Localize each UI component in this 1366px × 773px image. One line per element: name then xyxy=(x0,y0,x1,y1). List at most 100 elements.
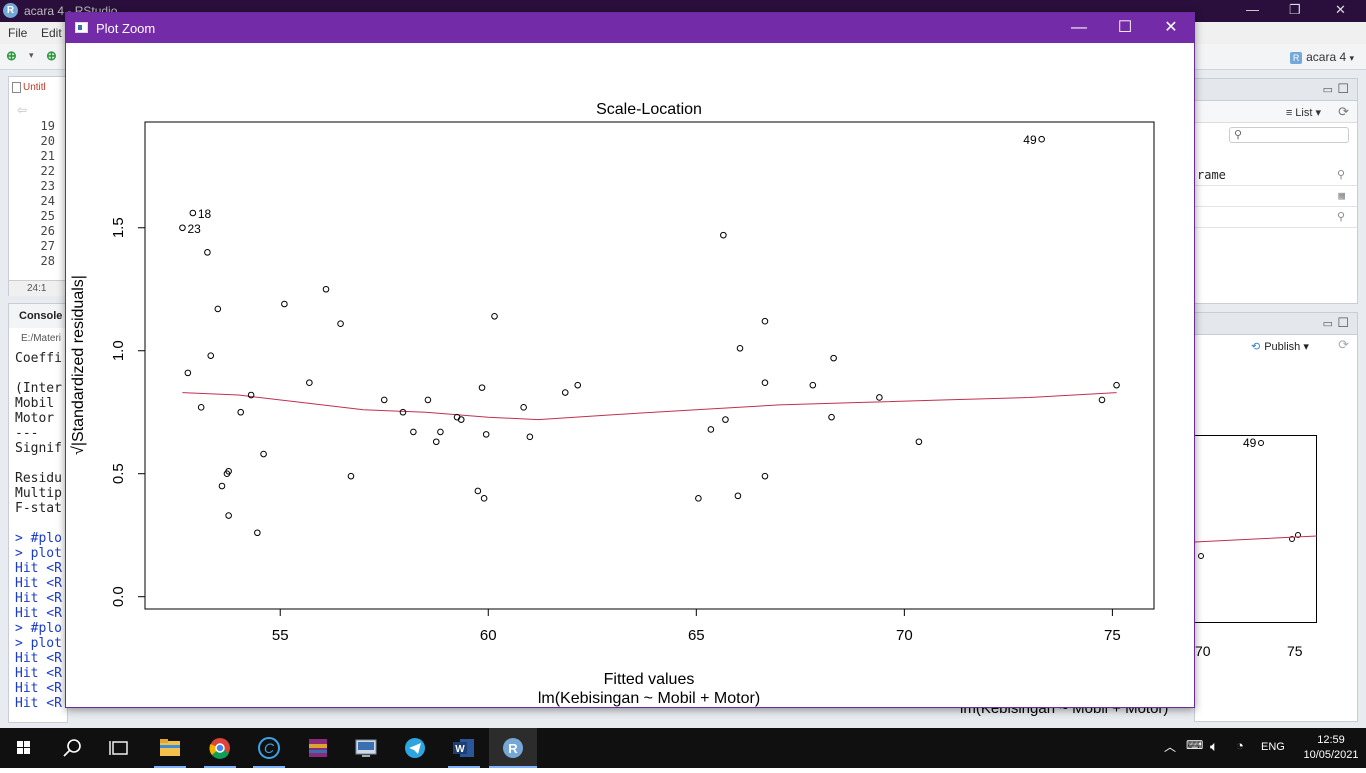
language-indicator[interactable]: ENG xyxy=(1261,741,1285,753)
env-row[interactable]: rame ⚲ xyxy=(1195,165,1357,186)
line-number: 26 xyxy=(40,224,55,238)
rstudio-logo-icon: R xyxy=(3,3,18,18)
y-axis-label: √|Standardized residuals| xyxy=(70,275,87,455)
rstudio-button[interactable]: R xyxy=(489,728,537,768)
start-button[interactable] xyxy=(0,728,48,768)
editor-tab[interactable]: Untitl xyxy=(9,77,69,99)
winrar-button[interactable] xyxy=(294,728,342,768)
telegram-button[interactable] xyxy=(391,728,439,768)
chrome-button[interactable] xyxy=(196,728,244,768)
task-view-icon xyxy=(109,741,128,755)
x-tick-label: 75 xyxy=(1104,627,1121,644)
source-editor-pane: Untitl ⇦ 19 20 21 22 23 24 25 26 27 28 24:1 xyxy=(8,76,69,296)
chrome-icon xyxy=(209,738,230,759)
list-view-toggle[interactable]: ≡ List ▾ xyxy=(1285,107,1321,119)
console-line: Hit <R xyxy=(15,651,62,666)
data-point xyxy=(218,482,226,490)
x-axis: 55 60 65 70 75 xyxy=(272,608,1121,644)
data-point xyxy=(722,416,729,423)
rstudio-restore-button[interactable]: ❐ xyxy=(1289,2,1301,17)
data-point xyxy=(736,344,744,352)
environment-search-input[interactable]: ⚲ xyxy=(1229,127,1349,143)
console-line: Hit <R xyxy=(15,681,62,696)
minimize-pane-icon[interactable]: ▭ xyxy=(1322,84,1333,96)
new-file-icon[interactable]: ⊕ xyxy=(6,48,17,63)
clock[interactable]: 12:59 10/05/2021 xyxy=(1300,733,1362,763)
data-point xyxy=(876,394,883,401)
publish-label: Publish xyxy=(1264,341,1301,353)
console-line: F-stat xyxy=(15,501,62,516)
windows-taskbar: C W R ︿ ⌨ 🔈︎ ◔ ENG 12:59 10/05/2021 xyxy=(0,728,1366,768)
task-view-button[interactable] xyxy=(96,728,144,768)
new-project-icon[interactable]: ⊕ xyxy=(46,48,57,63)
ccleaner-button[interactable]: C xyxy=(245,728,293,768)
tab-console[interactable]: Console xyxy=(9,304,69,328)
minimize-pane-icon[interactable]: ▭ xyxy=(1322,318,1333,330)
line-number: 19 xyxy=(40,119,55,133)
svg-text:C: C xyxy=(264,740,275,756)
console-line: Residu xyxy=(15,471,62,486)
close-button[interactable]: ✕ xyxy=(1164,19,1178,36)
line-number: 20 xyxy=(40,134,55,148)
x-tick-label: 65 xyxy=(688,627,705,644)
line-number: 23 xyxy=(40,179,55,193)
maximize-button[interactable]: ☐ xyxy=(1117,19,1133,36)
data-point xyxy=(830,354,837,362)
data-point xyxy=(526,433,534,441)
search-icon: ⚲ xyxy=(1234,129,1243,141)
data-point xyxy=(424,396,432,404)
data-point xyxy=(179,224,186,232)
console-output[interactable]: Coeffi (Inter Mobil Motor --- Signif Residu Mul… xyxy=(15,351,69,711)
data-point xyxy=(707,426,715,433)
data-point xyxy=(197,404,205,411)
editor-line-numbers: 19 20 21 22 23 24 25 26 27 28 xyxy=(9,119,59,269)
x-tick-label: 70 xyxy=(896,627,913,644)
point-label: 23 xyxy=(187,222,201,236)
winrar-icon xyxy=(309,739,327,757)
console-line: Hit <R xyxy=(15,591,62,606)
console-pane: Console E:/Materi Coeffi (Inter Mobil Motor… xyxy=(8,303,69,723)
line-number: 22 xyxy=(40,164,55,178)
maximize-pane-icon[interactable]: ☐ xyxy=(1337,81,1349,96)
data-point xyxy=(247,391,255,399)
rstudio-close-button[interactable]: ✕ xyxy=(1335,2,1346,17)
search-icon[interactable]: ⚲ xyxy=(1336,168,1345,181)
env-row[interactable]: ⚲ xyxy=(1195,207,1357,228)
refresh-icon[interactable]: ⟳ xyxy=(1338,104,1349,119)
volume-icon[interactable]: 🔈︎ xyxy=(1210,738,1219,754)
menu-file[interactable]: File xyxy=(8,26,28,40)
chevron-up-icon[interactable]: ︿ xyxy=(1164,740,1177,754)
table-icon[interactable]: ▦ xyxy=(1338,189,1345,202)
chevron-down-icon: ▾ xyxy=(1349,53,1354,63)
maximize-pane-icon[interactable]: ☐ xyxy=(1337,315,1349,330)
wifi-icon[interactable]: ◔ xyxy=(1236,738,1244,753)
back-arrow-icon[interactable]: ⇦ xyxy=(17,103,28,117)
bg-point-label: 49 xyxy=(1243,436,1257,450)
menu-edit[interactable]: Edit xyxy=(41,26,62,40)
rstudio-minimize-button[interactable]: — xyxy=(1246,2,1259,17)
data-point xyxy=(457,416,465,423)
plot-zoom-titlebar[interactable]: Plot Zoom — ☐ ✕ xyxy=(66,13,1194,43)
minimize-button[interactable]: — xyxy=(1071,19,1087,36)
chevron-down-icon[interactable]: ▾ xyxy=(29,50,34,60)
data-point xyxy=(225,512,232,519)
publish-button[interactable]: ⟲ Publish ▾ xyxy=(1251,341,1309,353)
console-working-dir: E:/Materi xyxy=(21,333,62,344)
remote-desktop-button[interactable] xyxy=(342,728,390,768)
file-icon xyxy=(12,82,21,93)
project-icon: R xyxy=(1290,52,1303,64)
input-indicator-icon[interactable]: ⌨ xyxy=(1186,738,1204,752)
search-button[interactable] xyxy=(48,728,96,768)
y-tick-label: 0.0 xyxy=(110,586,127,607)
bg-point xyxy=(1289,536,1295,542)
search-icon[interactable]: ⚲ xyxy=(1336,210,1345,223)
remote-desktop-icon xyxy=(355,739,377,757)
ccleaner-icon: C xyxy=(258,737,280,759)
file-explorer-button[interactable] xyxy=(146,728,194,768)
refresh-icon[interactable]: ⟳ xyxy=(1338,337,1349,352)
env-row[interactable]: ▦ xyxy=(1195,186,1357,207)
data-point xyxy=(480,495,488,502)
word-button[interactable]: W xyxy=(440,728,488,768)
